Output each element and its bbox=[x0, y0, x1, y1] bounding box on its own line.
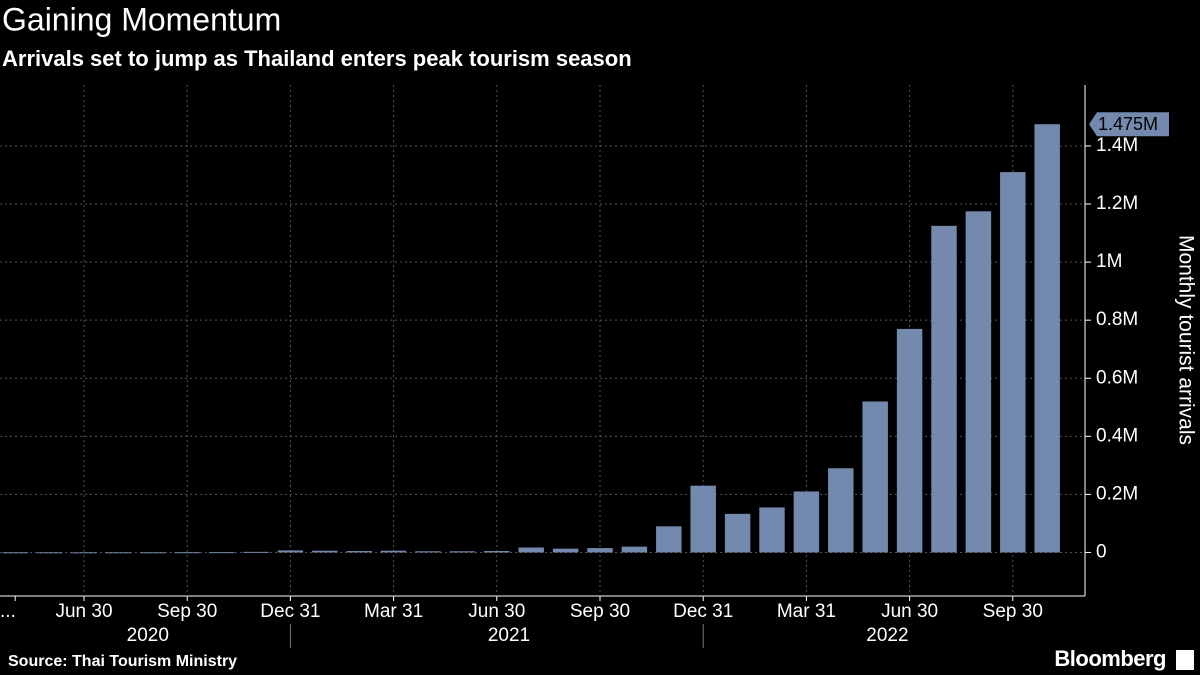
bar bbox=[587, 548, 613, 553]
x-tick-label: Jun 30 bbox=[881, 601, 938, 622]
bar bbox=[415, 551, 441, 553]
bar bbox=[208, 552, 235, 554]
x-tick-label: Sep 30 bbox=[983, 601, 1043, 622]
bar bbox=[552, 548, 579, 553]
y-tick-label: 1.2M bbox=[1096, 193, 1138, 214]
bar bbox=[862, 401, 888, 553]
brand: Bloomberg bbox=[1054, 646, 1166, 671]
year-label: 2021 bbox=[488, 625, 530, 646]
x-tick-label: Sep 30 bbox=[157, 601, 217, 622]
y-tick-label: 0.6M bbox=[1096, 367, 1138, 388]
y-tick-label: 1.4M bbox=[1096, 135, 1138, 156]
year-label: 2020 bbox=[127, 625, 169, 646]
x-tick-label: Mar 31 bbox=[777, 601, 836, 622]
bar bbox=[105, 552, 132, 554]
bar bbox=[484, 550, 510, 553]
x-tick-label: Dec 31 bbox=[673, 601, 733, 622]
bar bbox=[1000, 172, 1026, 553]
bar bbox=[140, 552, 166, 554]
bar bbox=[759, 507, 785, 553]
y-tick-label: 0.2M bbox=[1096, 483, 1138, 504]
bar bbox=[690, 485, 716, 553]
y-tick-label: 0 bbox=[1096, 541, 1107, 562]
value-label: 1.475M bbox=[1098, 114, 1158, 134]
bar bbox=[518, 547, 544, 553]
chart-subtitle: Arrivals set to jump as Thailand enters … bbox=[2, 46, 632, 71]
source: Source: Thai Tourism Ministry bbox=[8, 653, 237, 670]
bar bbox=[71, 552, 97, 554]
bar bbox=[931, 225, 957, 553]
x-tick-label: Dec 31 bbox=[260, 601, 320, 622]
year-label: 2022 bbox=[866, 625, 908, 646]
bar bbox=[174, 552, 200, 554]
bar bbox=[793, 491, 820, 553]
bar bbox=[312, 550, 338, 553]
y-tick-label: 1M bbox=[1096, 251, 1122, 272]
y-tick-label: 0.8M bbox=[1096, 309, 1138, 330]
bar bbox=[896, 328, 923, 553]
bar bbox=[277, 550, 304, 553]
y-axis-label: Monthly tourist arrivals bbox=[1174, 235, 1197, 445]
brand-logo bbox=[1176, 650, 1194, 670]
x-tick-label: Jun 30 bbox=[468, 601, 525, 622]
bar bbox=[2, 552, 28, 554]
bar bbox=[36, 552, 63, 554]
bar bbox=[621, 546, 648, 553]
bar bbox=[380, 550, 407, 553]
bar bbox=[243, 551, 269, 553]
chart-title: Gaining Momentum bbox=[2, 1, 281, 37]
value-label-box bbox=[1089, 112, 1169, 137]
bar bbox=[965, 211, 992, 553]
y-tick-label: 0.4M bbox=[1096, 425, 1138, 446]
bar bbox=[656, 526, 682, 553]
x-tick-label: ... bbox=[0, 601, 16, 622]
bar bbox=[724, 513, 751, 553]
bar bbox=[346, 550, 372, 553]
bar bbox=[449, 551, 476, 553]
x-tick-label: Sep 30 bbox=[570, 601, 630, 622]
x-tick-label: Mar 31 bbox=[364, 601, 423, 622]
x-tick-label: Jun 30 bbox=[55, 601, 112, 622]
bar bbox=[1034, 124, 1060, 553]
bar bbox=[828, 468, 854, 553]
